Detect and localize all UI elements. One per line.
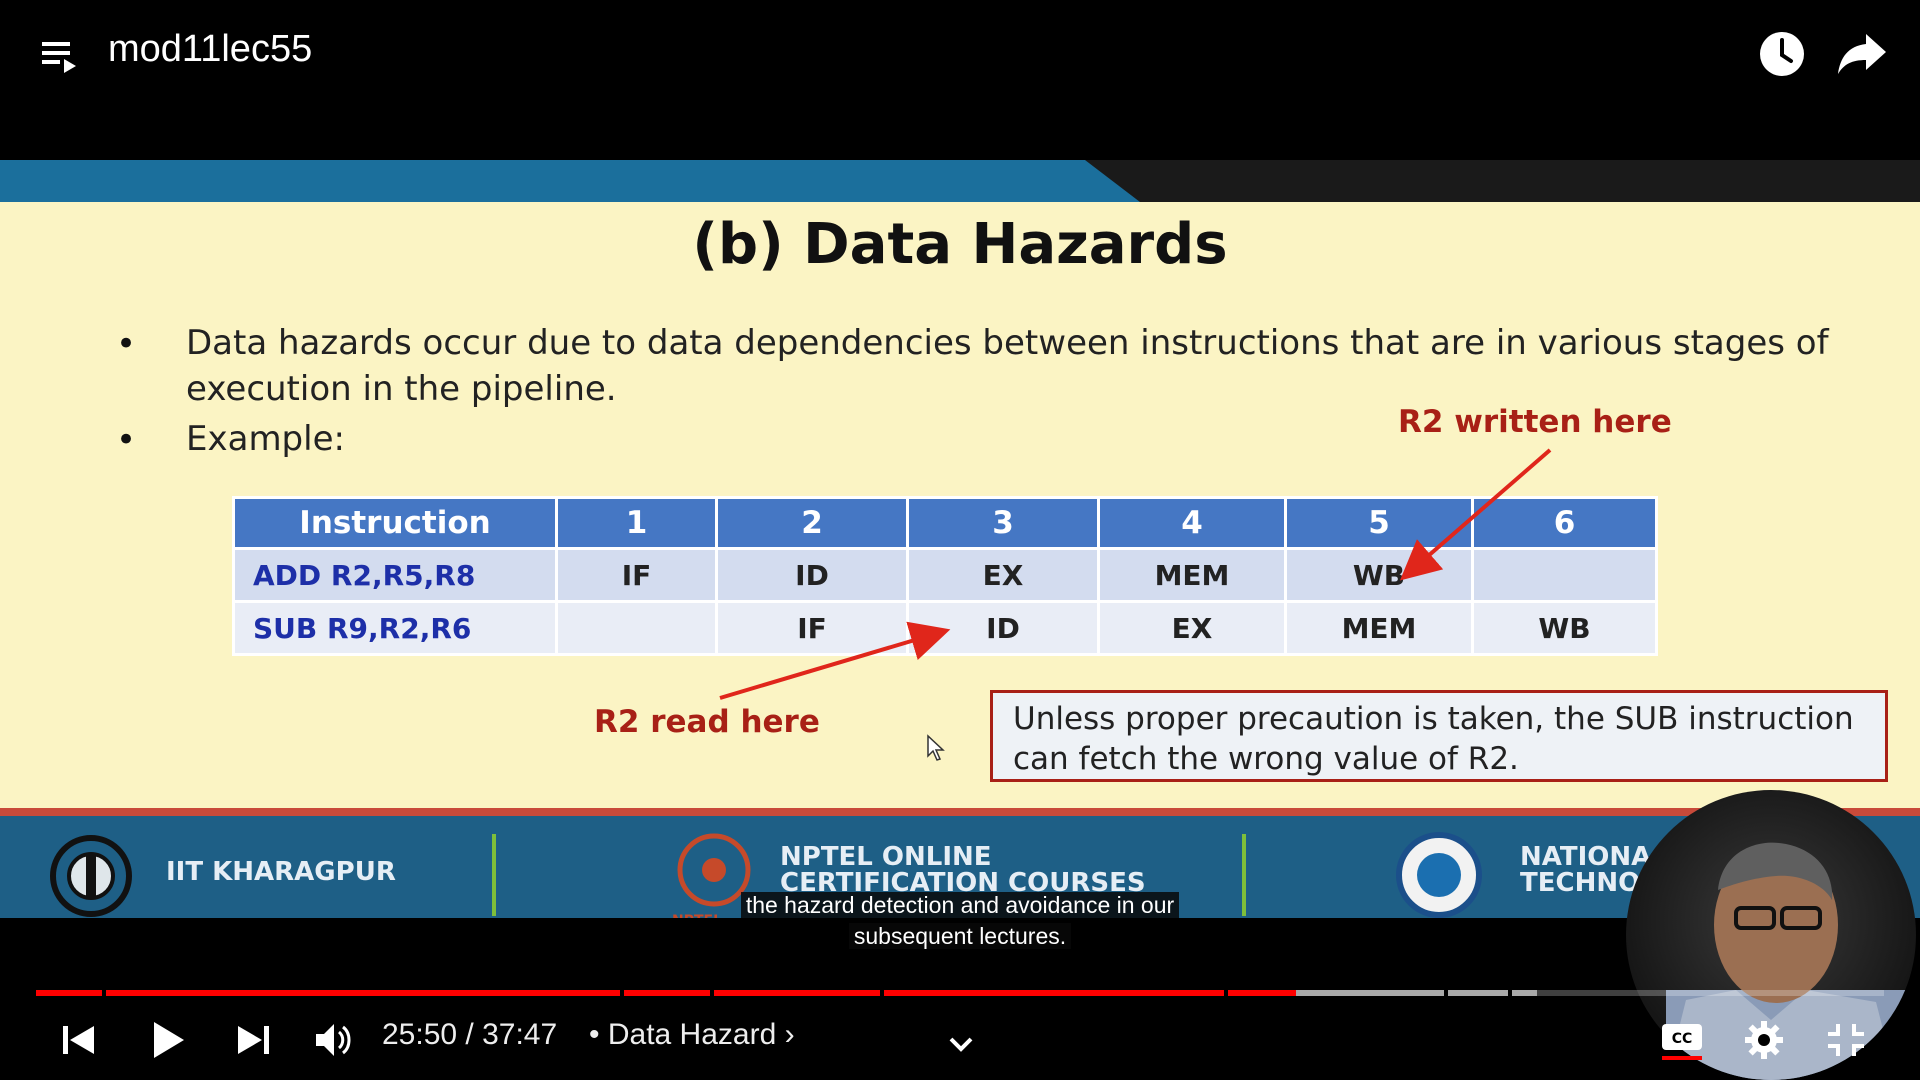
table-cell: ID (906, 600, 1100, 656)
annotation-r2-read: R2 read here (594, 704, 820, 740)
annotation-r2-written: R2 written here (1398, 404, 1672, 440)
divider (1242, 834, 1246, 916)
column-header: 5 (1284, 496, 1474, 550)
nptel-line-2: CERTIFICATION COURSES (780, 868, 1146, 898)
share-arrow-icon[interactable] (1836, 30, 1888, 78)
chapter-marker (1444, 990, 1448, 996)
next-icon[interactable] (234, 1018, 272, 1062)
volume-icon[interactable] (312, 1018, 356, 1062)
speaker-image (1666, 842, 1906, 1080)
svg-text:CC: CC (1672, 1031, 1693, 1047)
chapter-marker (880, 990, 884, 996)
caption-line-2: subsequent lectures. (848, 923, 1072, 949)
chapter-marker (102, 990, 106, 996)
national-logo-icon (1396, 832, 1482, 918)
column-header: 6 (1471, 496, 1658, 550)
column-header: 2 (715, 496, 909, 550)
settings-gear-icon[interactable] (1742, 1018, 1786, 1062)
column-header: 1 (555, 496, 718, 550)
table-cell: MEM (1284, 600, 1474, 656)
table-cell: WB (1284, 547, 1474, 603)
play-icon[interactable] (148, 1018, 188, 1062)
caption-line-1: the hazard detection and avoidance in ou… (740, 892, 1180, 918)
video-title[interactable]: mod11lec55 (108, 28, 313, 70)
exit-fullscreen-icon[interactable] (1826, 1018, 1866, 1062)
table-cell: ADD R2,R5,R8 (232, 547, 558, 603)
iit-kharagpur-logo-icon (50, 835, 132, 917)
table-cell: WB (1471, 600, 1658, 656)
pipeline-table: Instruction 1 2 3 4 5 6 ADD R2,R5,R8 IF … (232, 496, 1658, 656)
previous-icon[interactable] (60, 1018, 98, 1062)
time-display: 25:50 / 37:47 (382, 1018, 558, 1051)
bullet-dot: • (116, 324, 137, 364)
column-header: 4 (1097, 496, 1287, 550)
table-cell (1471, 547, 1658, 603)
slide-heading: (b) Data Hazards (692, 212, 1228, 277)
table-cell: EX (1097, 600, 1287, 656)
warning-note-box: Unless proper precaution is taken, the S… (990, 690, 1888, 782)
nptel-logo-icon (677, 833, 751, 907)
slide-header-band (0, 160, 1920, 202)
table-cell: MEM (1097, 547, 1287, 603)
national-line-1: NATIONA (1520, 842, 1652, 872)
chapter-marker (710, 990, 714, 996)
table-cell: ID (715, 547, 909, 603)
video-top-bar: mod11lec55 (0, 0, 1920, 110)
clock-icon[interactable] (1758, 30, 1806, 78)
chevron-down-icon[interactable] (946, 1022, 976, 1066)
chapter-marker (620, 990, 624, 996)
divider (492, 834, 496, 916)
captions-icon[interactable]: CC (1660, 1018, 1704, 1062)
progress-played (36, 990, 1297, 996)
subtitle-captions: the hazard detection and avoidance in ou… (0, 890, 1920, 952)
chapter-marker (1224, 990, 1228, 996)
chapter-title[interactable]: • Data Hazard › (589, 1018, 795, 1051)
bullet-text-1: Data hazards occur due to data dependenc… (186, 323, 1829, 409)
national-line-2: TECHNO (1520, 868, 1641, 898)
nptel-line-1: NPTEL ONLINE (780, 842, 992, 872)
table-cell: SUB R9,R2,R6 (232, 600, 558, 656)
table-row: ADD R2,R5,R8 IF ID EX MEM WB (232, 547, 1658, 603)
bullet-dot: • (116, 420, 137, 460)
column-header: 3 (906, 496, 1100, 550)
table-header-row: Instruction 1 2 3 4 5 6 (232, 496, 1658, 550)
progress-bar[interactable] (36, 990, 1884, 996)
table-cell (555, 600, 718, 656)
bullet-text-2: Example: (186, 419, 345, 459)
playlist-icon[interactable] (40, 38, 80, 78)
table-cell: IF (555, 547, 718, 603)
chapter-marker (1508, 990, 1512, 996)
nptel-small-label: NPTEL (672, 908, 722, 918)
lecture-slide: (b) Data Hazards • Data hazards occur du… (0, 160, 1920, 810)
table-cell: IF (715, 600, 909, 656)
mouse-cursor-icon (927, 734, 945, 761)
table-cell: EX (906, 547, 1100, 603)
column-header: Instruction (232, 496, 558, 550)
table-row: SUB R9,R2,R6 IF ID EX MEM WB (232, 600, 1658, 656)
iit-kharagpur-label: IIT KHARAGPUR (166, 857, 396, 887)
